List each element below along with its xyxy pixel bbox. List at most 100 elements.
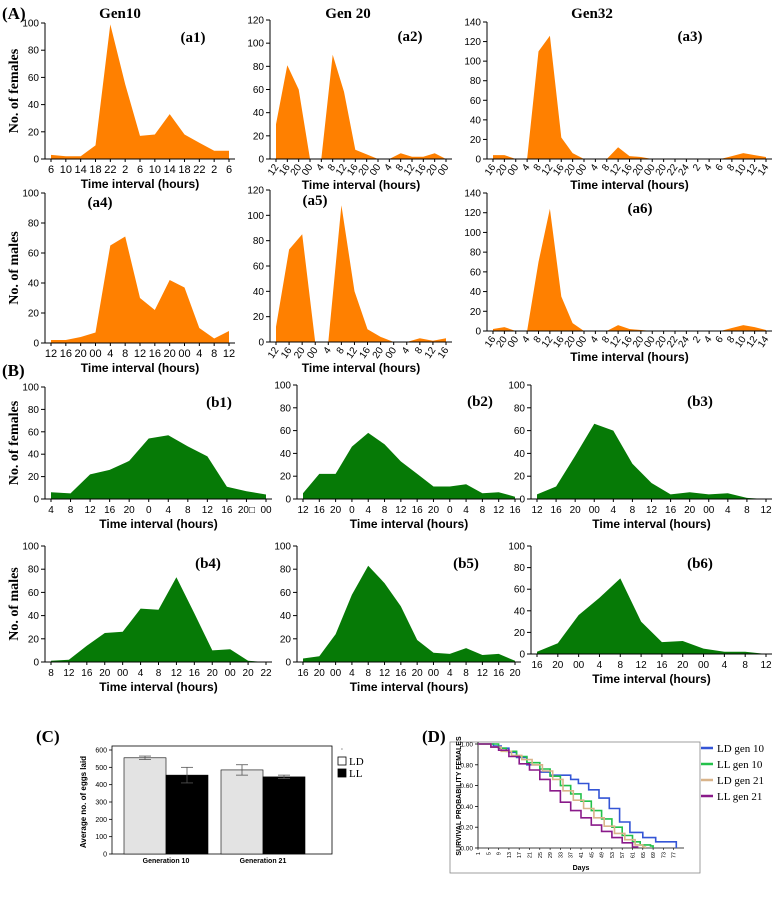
- a6-x-tick-label: 2: [691, 334, 703, 345]
- section-label-b: (B): [2, 361, 25, 380]
- b5-x-tick-label: 16: [395, 668, 407, 679]
- b6-area: [537, 578, 766, 654]
- a5-y-tick-label: 40: [253, 287, 265, 298]
- a6-x-tick-label: 8: [532, 334, 544, 345]
- a3-x-tick-label: 8: [600, 162, 612, 173]
- a4-x-tick-label: 20: [164, 348, 176, 360]
- b4-panel-label: (b4): [195, 556, 221, 572]
- a3-x-tick-label: 8: [725, 162, 737, 173]
- a6-area: [493, 208, 766, 331]
- b5-y-tick-label: 0: [285, 658, 291, 669]
- b5-y-tick-label: 100: [274, 542, 291, 553]
- a1-x-axis-label: Time interval (hours): [81, 177, 199, 191]
- b6-x-tick-label: 12: [760, 660, 772, 671]
- b3-x-tick-label: 00: [589, 505, 601, 516]
- a4-area: [51, 236, 229, 343]
- a3-x-tick-label: 00: [574, 162, 590, 178]
- a4-y-tick-label: 60: [28, 249, 40, 260]
- a6-x-tick-label: 4: [520, 334, 532, 345]
- b1-x-tick-label: 20: [124, 505, 136, 516]
- a4-x-tick-label: 12: [134, 348, 146, 360]
- a5-y-tick-label: 0: [258, 338, 264, 349]
- d-x-tick-label: 25: [538, 852, 544, 858]
- d-outer-frame: [449, 741, 701, 874]
- b6-y-tick-label: 60: [514, 585, 526, 596]
- b3-y-tick-label: 60: [514, 426, 526, 437]
- d-x-tick-label: 77: [672, 852, 678, 858]
- d-legend-label-4: LL gen 21: [717, 791, 762, 803]
- a1-y-tick-label: 80: [28, 46, 40, 57]
- a2-y-tick-label: 0: [258, 155, 264, 166]
- d-legend-label-1: LD gen 10: [717, 743, 765, 755]
- b2-y-tick-label: 60: [280, 426, 292, 437]
- d-x-tick-label: 29: [548, 852, 554, 858]
- a5-y-tick-label: 100: [247, 211, 264, 222]
- b6-y-tick-label: 100: [508, 542, 525, 553]
- a3-x-tick-label: 8: [532, 162, 544, 173]
- a3-panel-label: (a3): [678, 29, 703, 45]
- b5-y-tick-label: 40: [280, 611, 292, 622]
- a3-x-tick-label: 4: [589, 162, 601, 173]
- b1-y-tick-label: 100: [22, 383, 39, 394]
- d-x-tick-label: 61: [631, 852, 637, 858]
- b6-panel-label: (b6): [687, 556, 713, 572]
- b3-x-tick-label: 8: [630, 505, 636, 516]
- b5-y-tick-label: 60: [280, 588, 292, 599]
- c-y-tick-label: 200: [95, 817, 107, 824]
- a4-x-tick-label: 8: [122, 348, 128, 360]
- c-bar-ld: [123, 757, 167, 855]
- a1-x-tick-label: 2: [122, 164, 128, 176]
- a3-y-tick-label: 40: [470, 115, 482, 126]
- d-x-tick-label: 13: [507, 852, 513, 858]
- d-x-tick-label: 45: [589, 852, 595, 858]
- a3-y-tick-label: 60: [470, 96, 482, 107]
- d-x-tick-label: 65: [641, 852, 647, 858]
- a3-y-tick-label: 140: [464, 18, 481, 29]
- d-x-tick-label: 49: [600, 852, 606, 858]
- a6-y-tick-label: 60: [470, 267, 482, 278]
- a2-x-tick-label: 4: [383, 162, 395, 173]
- b5-x-tick-label: 8: [365, 668, 371, 679]
- b2-y-tick-label: 40: [280, 449, 292, 460]
- a4-x-tick-label: 00: [89, 348, 101, 360]
- a1-panel-label: (a1): [181, 30, 206, 46]
- a6-y-tick-label: 20: [470, 307, 482, 318]
- d-x-tick-label: 17: [517, 852, 523, 858]
- b1-x-tick-label: 8: [185, 505, 191, 516]
- b4-x-axis-label: Time interval (hours): [99, 680, 217, 694]
- a4-x-tick-label: 4: [107, 348, 113, 360]
- c-y-axis-label: Average no. of eggs laid: [79, 756, 88, 848]
- a4-x-tick-label: 12: [45, 348, 57, 360]
- d-x-tick-label: 37: [569, 852, 575, 858]
- b6-x-tick-label: 8: [742, 660, 748, 671]
- a1-y-axis-label: No. of females: [7, 48, 22, 133]
- a4-x-tick-label: 16: [149, 348, 161, 360]
- a5-x-tick-label: 00: [305, 345, 321, 361]
- b4-x-tick-label: 8: [156, 668, 162, 679]
- a2-x-axis-label: Time interval (hours): [302, 178, 420, 192]
- a6-y-tick-label: 120: [464, 208, 481, 219]
- b2-x-tick-label: 4: [365, 505, 371, 516]
- c-x-tick-label: Generation 21: [240, 858, 287, 865]
- b4-area: [51, 577, 266, 662]
- a3-title: Gen32: [571, 6, 613, 22]
- a1-y-tick-label: 100: [22, 19, 39, 30]
- a2-title: Gen 20: [325, 6, 370, 22]
- b6-y-tick-label: 20: [514, 628, 526, 639]
- a3-y-tick-label: 80: [470, 76, 482, 87]
- b4-x-tick-label: 4: [138, 668, 144, 679]
- b3-y-tick-label: 0: [519, 495, 525, 506]
- a5-area: [276, 205, 446, 342]
- b6-x-tick-label: 8: [617, 660, 623, 671]
- a4-y-tick-label: 100: [22, 189, 39, 200]
- a1-x-tick-label: 22: [193, 164, 205, 176]
- a1-x-tick-label: 6: [137, 164, 143, 176]
- b5-x-tick-label: 00: [428, 668, 440, 679]
- a2-x-tick-label: 8: [326, 162, 338, 173]
- b5-x-tick-label: 20: [412, 668, 424, 679]
- d-x-tick-label: 5: [486, 852, 492, 855]
- b3-x-tick-label: 12: [646, 505, 658, 516]
- a3-x-tick-label: 4: [702, 162, 714, 173]
- a6-y-tick-label: 40: [470, 287, 482, 298]
- a3-y-tick-label: 120: [464, 37, 481, 48]
